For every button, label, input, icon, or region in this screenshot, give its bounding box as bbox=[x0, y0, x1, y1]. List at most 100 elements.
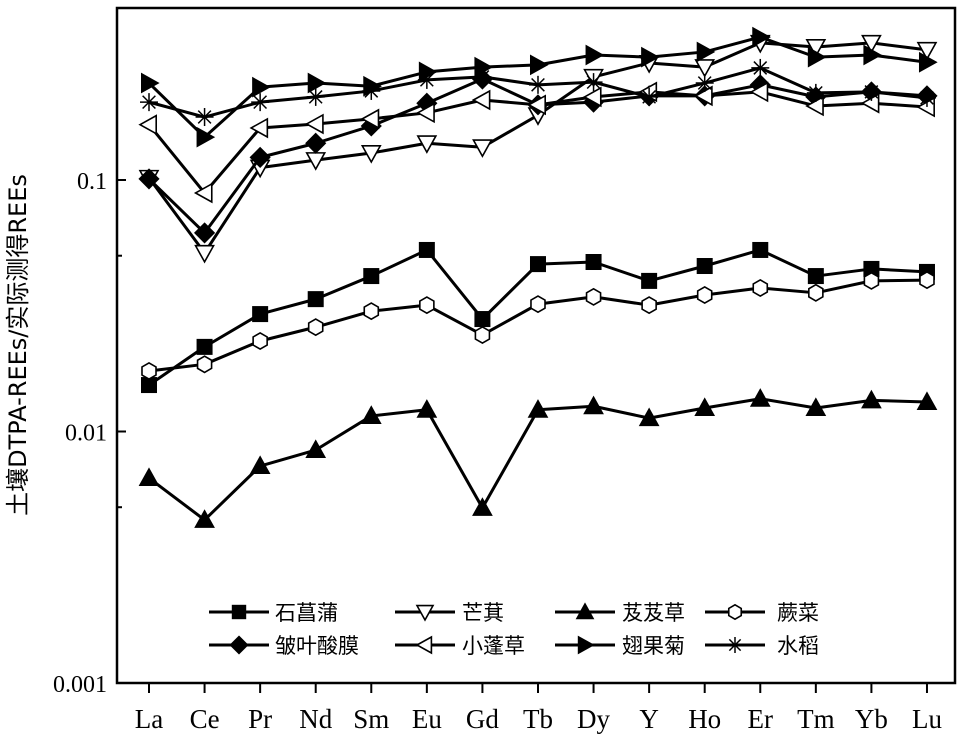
marker-triangle-right-filled bbox=[585, 44, 605, 66]
marker-triangle-right-filled bbox=[307, 72, 327, 94]
marker-triangle-left-open bbox=[415, 635, 433, 655]
x-tick-label: Tm bbox=[797, 704, 835, 734]
marker-asterisk bbox=[917, 88, 936, 107]
legend-item: 小蓬草 bbox=[395, 634, 525, 658]
marker-triangle-right-filled bbox=[918, 51, 938, 73]
series-3 bbox=[138, 388, 938, 528]
marker-triangle-up-filled bbox=[360, 405, 382, 424]
marker-hexagon-open bbox=[363, 302, 380, 321]
marker-square-filled bbox=[585, 254, 602, 271]
legend-item: 蕨菜 bbox=[705, 601, 819, 625]
marker-triangle-left-open bbox=[805, 95, 824, 117]
marker-triangle-right-filled bbox=[196, 126, 216, 148]
marker-triangle-left-open bbox=[582, 86, 602, 108]
marker-asterisk bbox=[306, 87, 325, 106]
series-5 bbox=[138, 68, 938, 244]
x-tick-label: Pr bbox=[248, 704, 272, 734]
marker-hexagon-open bbox=[307, 318, 324, 337]
marker-triangle-up-filled bbox=[575, 602, 595, 620]
marker-triangle-up-filled bbox=[805, 397, 827, 417]
y-tick-label: 0.01 bbox=[65, 421, 107, 447]
x-tick-label: Tb bbox=[523, 704, 553, 734]
marker-triangle-up-filled bbox=[138, 467, 160, 487]
marker-diamond-filled bbox=[138, 168, 160, 190]
x-tick-label: Lu bbox=[912, 704, 942, 734]
marker-triangle-down-open bbox=[415, 604, 435, 622]
x-tick-label: Er bbox=[748, 704, 773, 734]
marker-triangle-right-filled bbox=[807, 46, 827, 68]
marker-triangle-up-filled bbox=[583, 395, 604, 415]
marker-triangle-up-filled bbox=[638, 407, 660, 427]
marker-square-filled bbox=[231, 604, 247, 620]
x-tick-label: Ho bbox=[688, 704, 721, 734]
marker-triangle-left-open bbox=[471, 89, 491, 111]
legend-item: 芨芨草 bbox=[555, 601, 685, 625]
marker-hexagon-open bbox=[696, 285, 713, 305]
x-tick-label: Dy bbox=[577, 704, 610, 734]
marker-triangle-right-filled bbox=[696, 41, 716, 63]
marker-triangle-right-filled bbox=[577, 635, 595, 655]
marker-asterisk bbox=[862, 82, 881, 101]
marker-square-filled bbox=[307, 291, 324, 308]
marker-asterisk bbox=[528, 75, 547, 94]
marker-diamond-filled bbox=[229, 635, 249, 655]
x-tick-label: Eu bbox=[412, 704, 442, 734]
marker-asterisk bbox=[362, 81, 381, 100]
marker-triangle-left-open bbox=[138, 114, 157, 136]
x-tick-label: Nd bbox=[299, 704, 332, 734]
marker-asterisk bbox=[640, 87, 659, 106]
marker-diamond-filled bbox=[193, 222, 216, 244]
marker-hexagon-open bbox=[919, 271, 935, 290]
marker-hexagon-open bbox=[419, 296, 435, 315]
legend-item: 石菖蒲 bbox=[209, 601, 338, 625]
marker-hexagon-open bbox=[752, 278, 769, 298]
marker-triangle-left-open bbox=[916, 96, 935, 118]
marker-hexagon-open bbox=[863, 271, 880, 290]
legend-item: 水稻 bbox=[705, 634, 819, 658]
series-2 bbox=[138, 34, 938, 264]
marker-square-filled bbox=[529, 256, 546, 273]
marker-triangle-down-open bbox=[472, 139, 493, 158]
marker-triangle-left-open bbox=[249, 117, 269, 139]
x-tick-label: Ce bbox=[190, 704, 220, 734]
marker-asterisk bbox=[251, 93, 270, 112]
marker-hexagon-open bbox=[474, 325, 491, 344]
marker-triangle-up-filled bbox=[527, 399, 549, 418]
marker-triangle-up-filled bbox=[194, 509, 215, 528]
marker-triangle-left-open bbox=[749, 81, 769, 103]
marker-diamond-filled bbox=[249, 146, 271, 168]
marker-square-filled bbox=[696, 258, 713, 275]
legend-label: 芒萁 bbox=[462, 601, 504, 625]
legend-label: 小蓬草 bbox=[462, 634, 525, 658]
legend-label: 芨芨草 bbox=[622, 601, 685, 625]
y-tick-label: 0.001 bbox=[53, 672, 107, 698]
marker-square-filled bbox=[752, 241, 769, 258]
marker-hexagon-open bbox=[530, 295, 546, 314]
marker-asterisk bbox=[727, 637, 743, 653]
marker-triangle-down-open bbox=[805, 38, 827, 58]
series-4 bbox=[141, 271, 935, 381]
marker-square-filled bbox=[196, 338, 213, 355]
marker-triangle-right-filled bbox=[641, 46, 660, 68]
marker-triangle-left-open bbox=[360, 108, 380, 130]
marker-triangle-right-filled bbox=[863, 44, 883, 66]
marker-triangle-up-filled bbox=[694, 397, 716, 417]
y-axis: 0.001 0.01 0.1 bbox=[53, 169, 126, 698]
series-1 bbox=[141, 241, 935, 394]
marker-asterisk bbox=[806, 83, 825, 102]
marker-triangle-left-open bbox=[527, 94, 546, 116]
x-tick-label: Yb bbox=[855, 704, 888, 734]
marker-triangle-down-open bbox=[360, 145, 382, 164]
marker-diamond-filled bbox=[305, 132, 327, 154]
marker-triangle-right-filled bbox=[252, 76, 271, 98]
marker-triangle-left-open bbox=[305, 113, 324, 135]
marker-hexagon-open bbox=[585, 287, 602, 306]
marker-asterisk bbox=[417, 70, 436, 89]
series-8 bbox=[140, 58, 936, 127]
marker-triangle-up-filled bbox=[416, 399, 438, 418]
marker-triangle-up-filled bbox=[305, 439, 327, 459]
marker-square-filled bbox=[641, 272, 658, 289]
marker-square-filled bbox=[474, 311, 491, 328]
marker-triangle-down-open bbox=[194, 244, 215, 264]
legend-label: 水稻 bbox=[777, 634, 819, 658]
